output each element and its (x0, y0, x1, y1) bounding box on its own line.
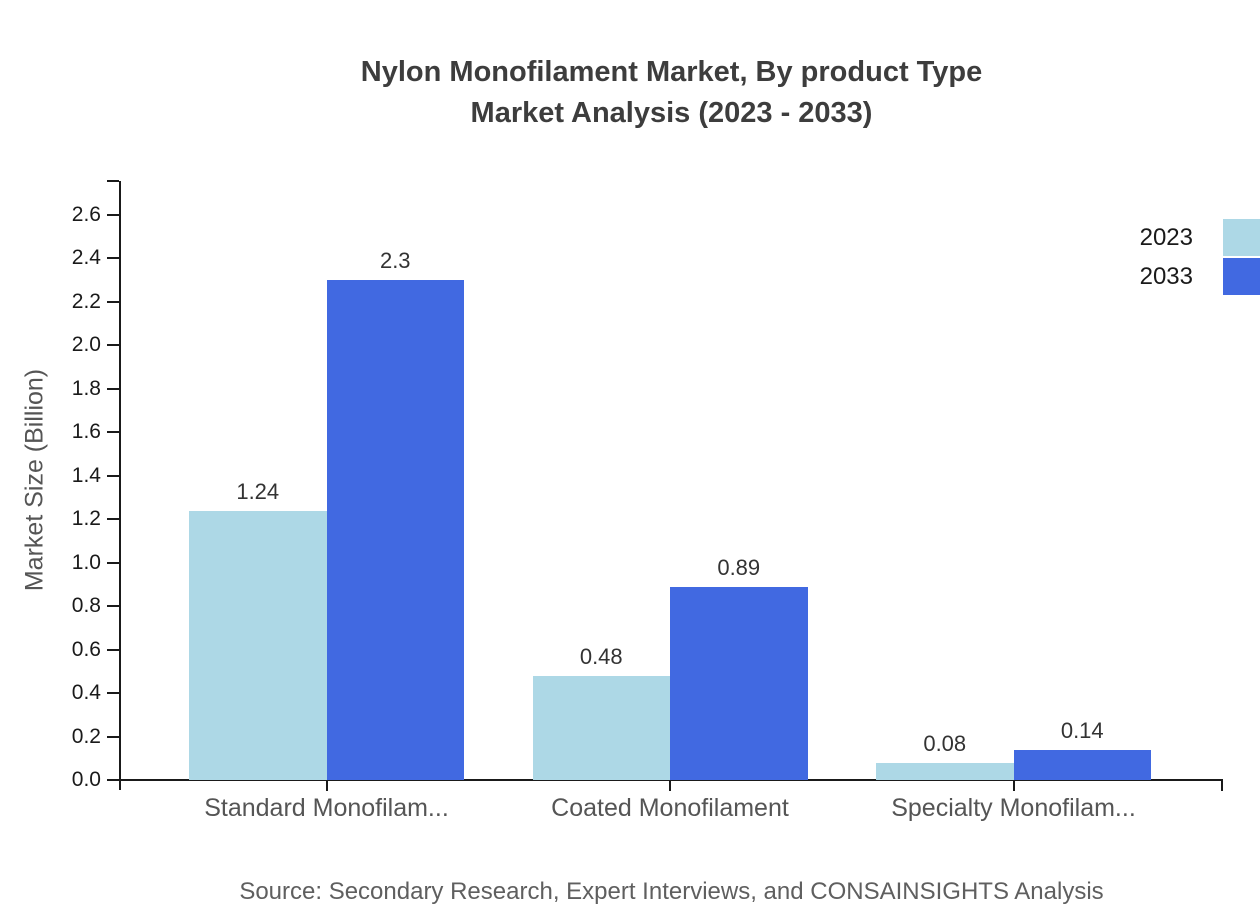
y-axis-tick-label: 0.2 (71, 724, 101, 748)
y-axis-tick (107, 474, 119, 477)
legend-swatch-2033 (1223, 258, 1260, 295)
bar-2033-3 (1013, 749, 1151, 780)
y-axis-tick (107, 431, 119, 434)
y-axis-tick (107, 779, 119, 781)
x-axis-tick (325, 780, 328, 791)
y-axis-end-tick (107, 180, 119, 182)
y-axis-tick-label: 2.4 (71, 246, 101, 270)
bar-value-label: 0.14 (1060, 717, 1104, 743)
legend-entry-label: 2023 (1139, 223, 1193, 251)
legend-entry-2023: 2023 (1140, 219, 1260, 256)
legend: 2023 2033 (1140, 219, 1260, 295)
legend-entry-2033: 2033 (1140, 258, 1260, 295)
y-axis-tick-label: 2.6 (71, 203, 101, 227)
y-axis-tick (107, 692, 119, 695)
bar-value-label: 0.48 (579, 643, 623, 669)
bar-2033-2 (670, 586, 808, 780)
y-axis-tick (107, 300, 119, 303)
x-axis-tick (669, 780, 671, 791)
y-axis-tick (107, 387, 119, 390)
y-axis-tick (107, 605, 119, 608)
x-category-label: Specialty Monofilam... (891, 794, 1136, 822)
y-axis-tick (107, 214, 119, 217)
y-axis-tick (107, 735, 119, 738)
legend-swatch-2023 (1223, 219, 1260, 256)
legend-entry-label: 2033 (1139, 262, 1193, 290)
y-axis-tick (107, 257, 119, 260)
y-axis-tick-label: 2.2 (71, 289, 101, 313)
y-axis-tick-label: 1.4 (71, 463, 101, 487)
x-category-label: Coated Monofilament (551, 794, 789, 822)
x-axis-line (119, 779, 1223, 781)
x-axis-tick (1012, 780, 1015, 791)
bar-2023-3 (876, 762, 1014, 780)
x-axis-end-tick (1221, 780, 1223, 791)
y-axis-tick-label: 0.0 (71, 768, 101, 791)
chart-title-line2: Market Analysis (2023 - 2033) (470, 97, 873, 129)
bar-value-label: 0.89 (717, 554, 761, 580)
bar-2033-1 (326, 280, 464, 780)
y-axis-tick-label: 0.8 (71, 594, 101, 618)
bar-2023-1 (189, 510, 327, 780)
y-axis-tick-label: 0.4 (71, 681, 101, 705)
x-category-label: Standard Monofilam... (204, 794, 449, 822)
bar-value-label: 1.24 (236, 478, 280, 504)
y-axis-tick (107, 518, 119, 521)
y-axis-tick-label: 1.2 (71, 507, 101, 531)
bar-value-label: 0.08 (923, 730, 967, 756)
y-axis-tick (107, 648, 119, 651)
y-axis-line (119, 181, 121, 790)
y-axis-tick-label: 2.0 (71, 333, 101, 357)
y-axis-tick (107, 344, 119, 347)
y-axis-tick (107, 561, 119, 564)
y-axis-tick-label: 0.6 (71, 637, 101, 661)
bar-2023-2 (532, 675, 670, 780)
chart-title: Nylon Monofilament Market, By product Ty… (120, 52, 1223, 134)
bar-value-label: 2.3 (379, 248, 411, 274)
source-note: Source: Secondary Research, Expert Inter… (239, 878, 1104, 905)
y-axis-tick-label: 1.8 (71, 376, 101, 400)
chart-title-line1: Nylon Monofilament Market, By product Ty… (360, 56, 983, 88)
y-axis-tick-label: 1.6 (71, 420, 101, 444)
y-axis-tick-label: 1.0 (71, 550, 101, 574)
